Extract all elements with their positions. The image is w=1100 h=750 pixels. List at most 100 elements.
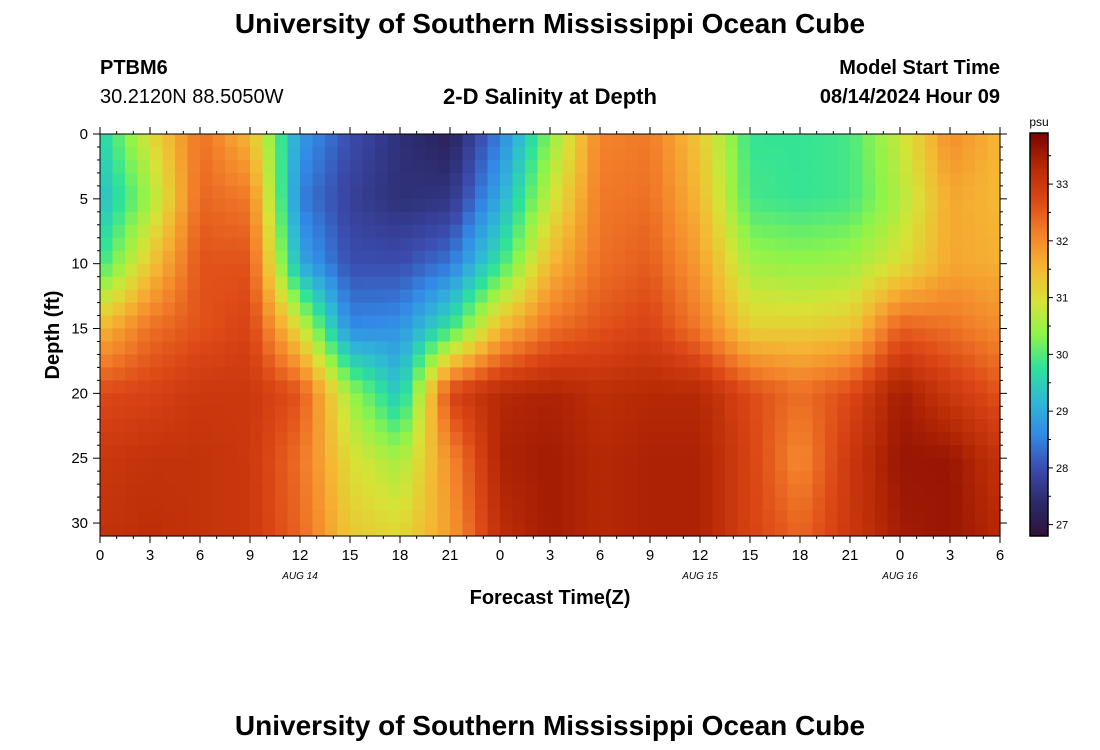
heatmap-cell (412, 471, 426, 485)
heatmap-cell (912, 315, 926, 330)
heatmap-cell (475, 211, 489, 226)
heatmap-cell (225, 510, 239, 524)
heatmap-cell (450, 328, 464, 343)
heatmap-cell (750, 510, 764, 524)
heatmap-cell (212, 263, 226, 278)
heatmap-cell (900, 367, 914, 381)
heatmap-cell (762, 471, 776, 485)
heatmap-cell (287, 302, 301, 317)
heatmap-cell (387, 237, 401, 252)
heatmap-cell (350, 263, 364, 278)
heatmap-cell (612, 380, 626, 394)
heatmap-cell (462, 523, 476, 537)
heatmap-cell (462, 146, 476, 161)
heatmap-cell (175, 302, 189, 317)
heatmap-cell (350, 445, 364, 459)
heatmap-cell (862, 159, 876, 174)
heatmap-cell (200, 237, 214, 252)
heatmap-cell (275, 134, 289, 148)
heatmap-cell (375, 185, 389, 200)
heatmap-cell (225, 419, 239, 433)
heatmap-cell (837, 471, 851, 485)
heatmap-cell (712, 263, 726, 278)
heatmap-cell (287, 185, 301, 200)
heatmap-cell (362, 497, 376, 511)
heatmap-cell (362, 484, 376, 498)
heatmap-cell (262, 471, 276, 485)
heatmap-cell (675, 302, 689, 317)
heatmap-cell (987, 328, 1001, 343)
heatmap-cell (387, 484, 401, 498)
heatmap-cell (737, 380, 751, 394)
colorbar-tick-label: 30 (1056, 349, 1068, 361)
heatmap-cell (475, 172, 489, 187)
heatmap-cell (450, 289, 464, 304)
heatmap-cell (525, 263, 539, 278)
heatmap-cell (100, 458, 114, 472)
heatmap-cell (200, 263, 214, 278)
heatmap-cell (800, 328, 814, 343)
heatmap-cell (862, 341, 876, 356)
heatmap-cell (237, 380, 251, 394)
heatmap-cell (762, 302, 776, 317)
heatmap-cell (362, 315, 376, 330)
heatmap-cell (737, 289, 751, 304)
heatmap-cell (475, 146, 489, 161)
heatmap-cell (750, 211, 764, 226)
heatmap-cell (325, 263, 339, 278)
heatmap-cell (962, 328, 976, 343)
heatmap-cell (125, 328, 139, 343)
heatmap-cell (925, 471, 939, 485)
heatmap-cell (537, 302, 551, 317)
heatmap-cell (387, 497, 401, 511)
heatmap-cell (237, 523, 251, 537)
heatmap-cell (187, 159, 201, 174)
heatmap-cell (100, 419, 114, 433)
heatmap-cell (912, 224, 926, 239)
heatmap-cell (875, 159, 889, 174)
heatmap-cell (162, 250, 176, 265)
heatmap-cell (687, 315, 701, 330)
heatmap-cell (600, 289, 614, 304)
heatmap-cell (525, 159, 539, 174)
heatmap-cell (287, 328, 301, 343)
heatmap-cell (537, 211, 551, 226)
heatmap-cell (387, 380, 401, 394)
heatmap-cell (975, 419, 989, 433)
heatmap-cell (562, 328, 576, 343)
heatmap-cell (375, 211, 389, 226)
heatmap-cell (387, 250, 401, 265)
heatmap-cell (975, 380, 989, 394)
heatmap-cell (675, 458, 689, 472)
heatmap-cell (125, 445, 139, 459)
heatmap-cell (700, 484, 714, 498)
heatmap-cell (587, 445, 601, 459)
heatmap-cell (812, 198, 826, 213)
heatmap-cell (350, 510, 364, 524)
heatmap-cell (900, 172, 914, 187)
heatmap-cell (287, 432, 301, 446)
heatmap-cell (987, 354, 1001, 369)
station-coords: 30.2120N 88.5050W (100, 86, 284, 108)
heatmap-cell (812, 419, 826, 433)
heatmap-cell (562, 302, 576, 317)
heatmap-cell (425, 406, 439, 420)
heatmap-cell (725, 289, 739, 304)
heatmap-cell (400, 497, 414, 511)
heatmap-cell (325, 224, 339, 239)
heatmap-cell (912, 341, 926, 356)
heatmap-cell (887, 211, 901, 226)
heatmap-cell (512, 471, 526, 485)
heatmap-cell (800, 159, 814, 174)
heatmap-cell (300, 497, 314, 511)
heatmap-cell (512, 224, 526, 239)
heatmap-cell (625, 406, 639, 420)
heatmap-cell (775, 237, 789, 252)
heatmap-cell (125, 237, 139, 252)
heatmap-cell (362, 406, 376, 420)
heatmap-cell (150, 224, 164, 239)
heatmap-cell (975, 458, 989, 472)
heatmap-cell (625, 445, 639, 459)
heatmap-cell (350, 237, 364, 252)
heatmap-cell (987, 497, 1001, 511)
